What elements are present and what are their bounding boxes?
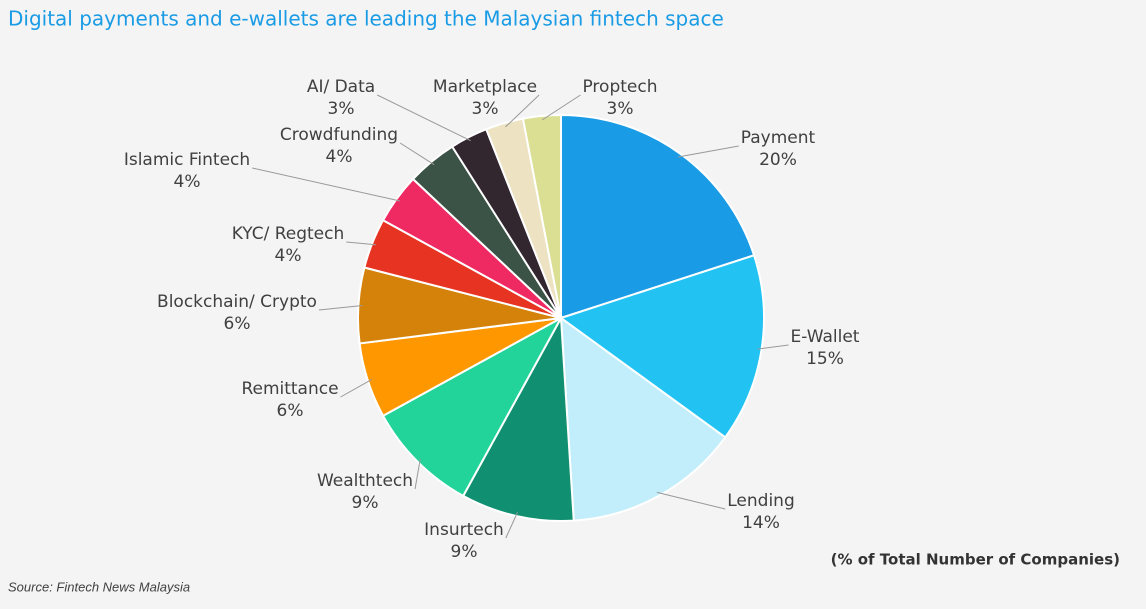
slice-value: 20% [759,150,797,170]
slice-value: 3% [607,99,634,119]
slice-value: 6% [277,401,304,421]
leader-line [656,491,726,510]
slice-value: 9% [451,542,478,562]
slice-label: Remittance [241,379,338,399]
slice-value: 4% [326,147,353,167]
leader-line [318,305,363,311]
slice-value: 4% [275,246,302,266]
chart-title: Digital payments and e-wallets are leadi… [8,7,724,31]
slice-value: 3% [472,99,499,119]
pie-slice [521,113,562,319]
pie-slice [461,314,575,522]
slice-label: Marketplace [433,77,537,97]
slice-value: 6% [224,314,251,334]
leader-line [414,458,421,490]
slice-value: 9% [352,493,379,513]
leader-line [346,241,377,246]
slice-label: Islamic Fintech [124,150,250,170]
slice-value: 3% [328,99,355,119]
slice-label: AI/ Data [307,77,375,97]
source: Source: Fintech News Malaysia [8,579,190,594]
leader-line [505,512,519,539]
slice-value: 4% [174,172,201,192]
slice-value: 15% [806,349,844,369]
slice-label: E-Wallet [791,327,860,347]
slice-label: Lending [727,491,795,511]
slice-label: Blockchain/ Crypto [157,292,317,312]
leader-line [399,142,435,166]
pie-slice [559,315,727,522]
pie-slice [560,113,756,320]
unit-note: (% of Total Number of Companies) [831,551,1120,569]
leader-line [340,379,372,398]
pie-slice [381,315,564,498]
slice-label: Wealthtech [317,471,413,491]
leader-line [541,94,581,121]
leader-line [677,145,739,158]
leader-line [757,344,789,350]
leader-line [252,167,401,202]
pie-slice [558,254,765,439]
slice-label: Insurtech [424,520,504,540]
slice-label: Proptech [582,77,657,97]
leader-line [376,94,471,142]
slice-label: Payment [741,128,816,148]
slice-label: Crowdfunding [280,125,398,145]
slice-label: KYC/ Regtech [232,224,345,244]
slice-value: 14% [742,513,780,533]
leader-line [505,94,540,128]
